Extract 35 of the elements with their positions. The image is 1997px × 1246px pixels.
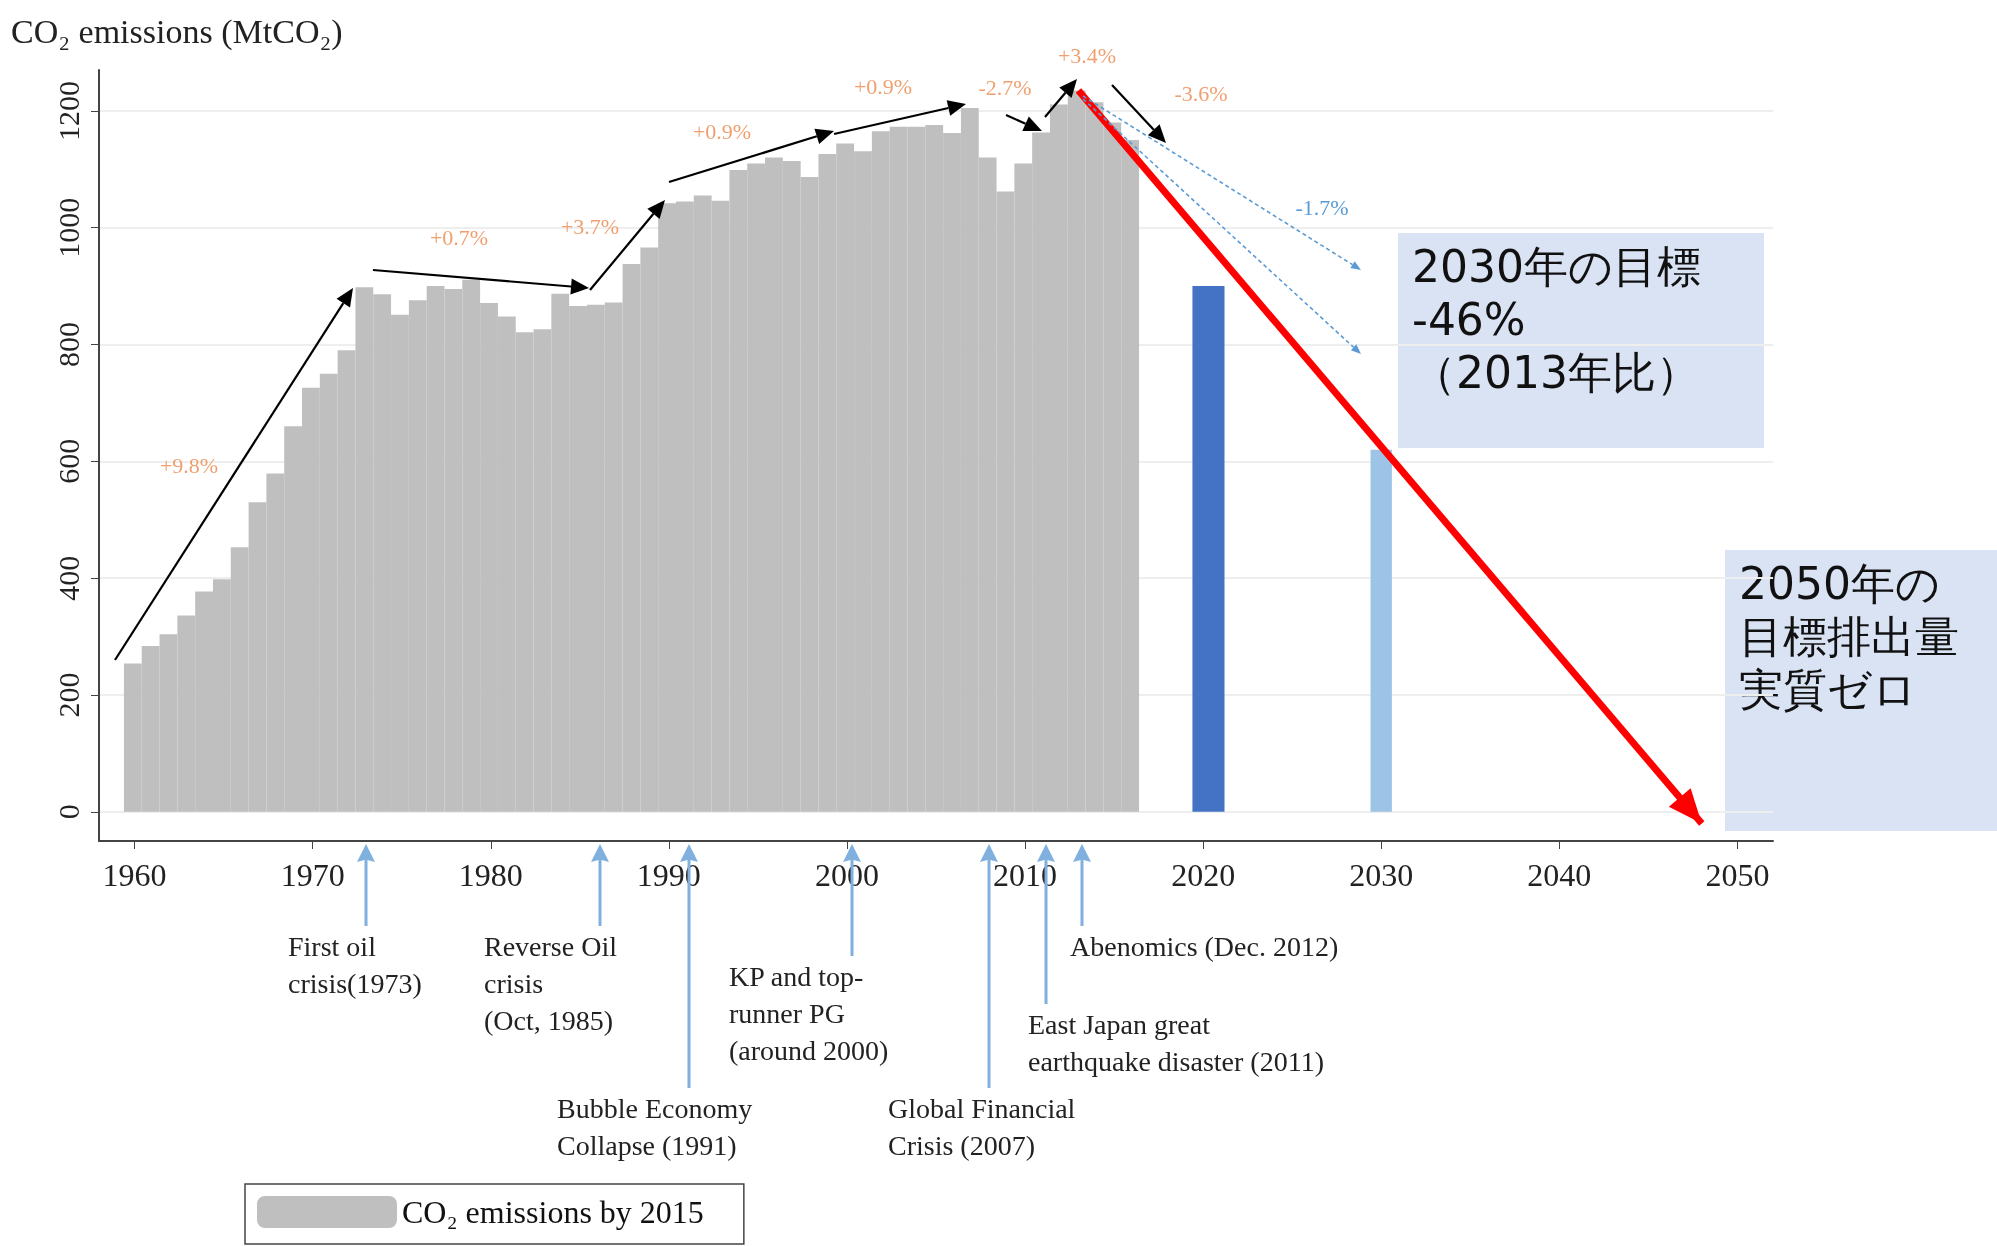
y-tick-label: 0 bbox=[51, 804, 85, 820]
annotation: +3.7% bbox=[560, 214, 620, 240]
y-tick-label: 1200 bbox=[51, 80, 85, 141]
x-tick-label: 1960 bbox=[102, 857, 167, 893]
annotation: +0.7% bbox=[429, 225, 489, 251]
text: KP and top- runner PG (around 2000) bbox=[729, 960, 889, 1068]
annotation: -1.7% bbox=[1295, 195, 1349, 221]
annotation: +0.9% bbox=[692, 119, 752, 145]
bar bbox=[1192, 286, 1225, 812]
annotation: -2.7% bbox=[978, 75, 1032, 101]
annotation: +0.9% bbox=[853, 74, 913, 100]
y-axis-title: CO₂ emissions (MtCO₂) bbox=[11, 12, 343, 51]
annotation: -3.6% bbox=[1174, 81, 1228, 107]
x-tick-label: 2020 bbox=[1171, 857, 1236, 893]
text: Bubble Economy Collapse (1991) bbox=[557, 1092, 753, 1163]
text: Abenomics (Dec. 2012) bbox=[1070, 930, 1339, 964]
annotation: +9.8% bbox=[159, 453, 219, 479]
y-tick-label: 600 bbox=[51, 438, 85, 484]
y-tick-label: 200 bbox=[51, 672, 85, 718]
x-tick-label: 1980 bbox=[458, 857, 523, 893]
y-tick-label: 400 bbox=[51, 555, 85, 601]
x-tick-label: 2040 bbox=[1527, 857, 1592, 893]
text: Global Financial Crisis (2007) bbox=[888, 1092, 1076, 1163]
text: East Japan great earthquake disaster (2011) bbox=[1028, 1008, 1324, 1079]
text: +3.4% bbox=[1057, 43, 1117, 69]
x-tick-label: 2050 bbox=[1705, 857, 1770, 893]
text: Reverse Oil crisis (Oct, 1985) bbox=[484, 930, 617, 1038]
text: First oil crisis(1973) bbox=[288, 930, 422, 1001]
y-tick-label: 1000 bbox=[51, 197, 85, 258]
y-tick-label: 800 bbox=[51, 322, 85, 368]
x-tick-label: 2030 bbox=[1349, 857, 1414, 893]
legend-label: CO₂ emissions by 2015 bbox=[402, 1194, 704, 1230]
bar bbox=[1370, 449, 1392, 812]
x-tick-label: 1970 bbox=[280, 857, 345, 893]
note-box: 2030年の目標 -46% （2013年比） bbox=[1398, 233, 1764, 448]
